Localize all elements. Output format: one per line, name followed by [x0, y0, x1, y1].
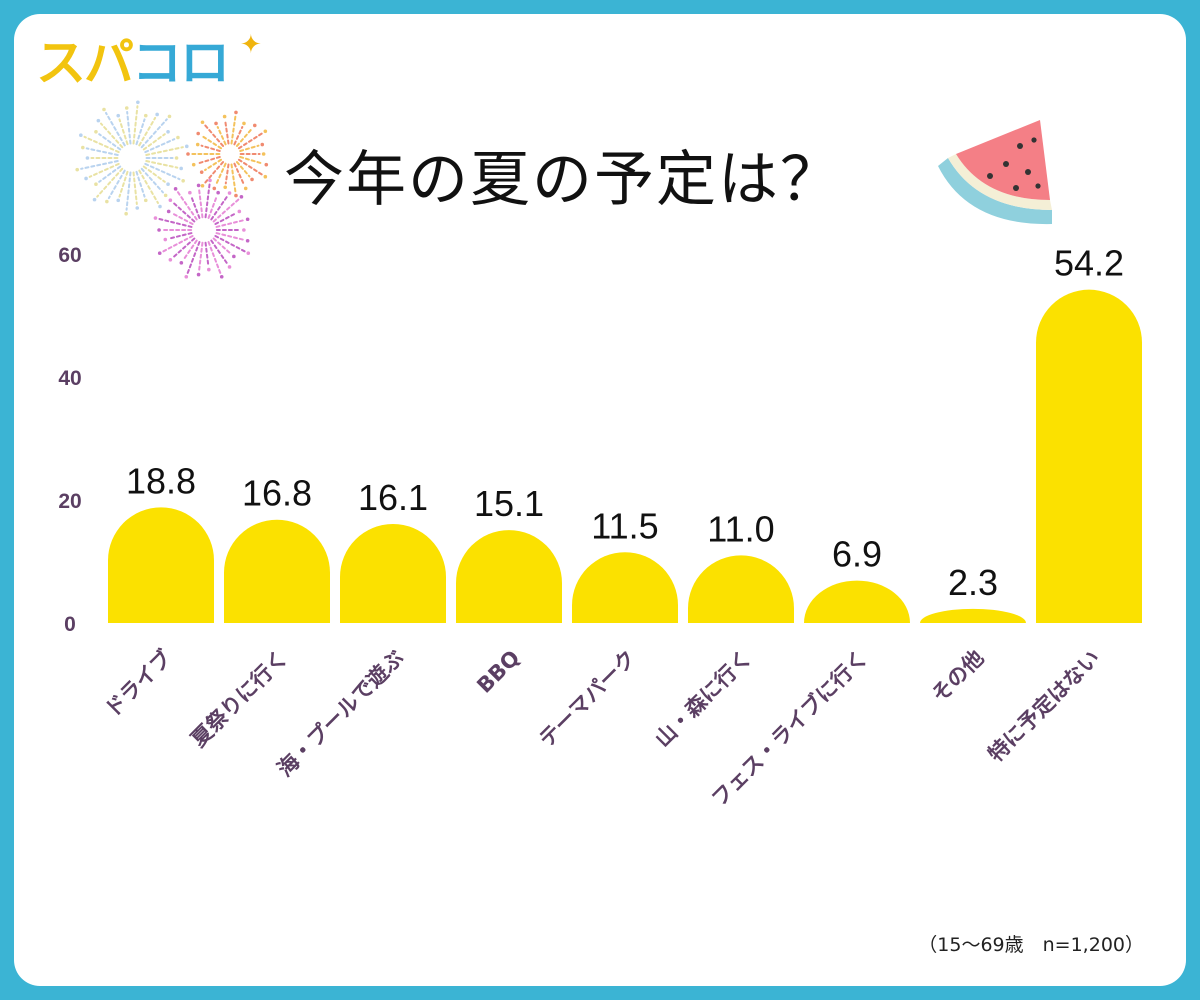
category-label: 山・森に行く [650, 646, 756, 752]
bar-value-label: 11.0 [707, 508, 774, 549]
bar-value-label: 15.1 [474, 483, 544, 524]
brand-logo: スパコロ [36, 38, 230, 88]
category-label: 特に予定はない [984, 646, 1105, 767]
bar-value-label: 16.1 [358, 477, 428, 518]
bar [920, 608, 1026, 623]
bar [572, 552, 678, 623]
category-label: BBQ [472, 646, 524, 698]
chart-title: 今年の夏の予定は？ [284, 145, 842, 215]
bar [456, 530, 562, 623]
y-tick-label: 20 [58, 490, 81, 513]
bar [688, 555, 794, 623]
watermelon-icon [938, 120, 1052, 225]
category-label: その他 [927, 646, 989, 708]
y-tick-label: 40 [58, 367, 81, 390]
bar-value-label: 54.2 [1054, 243, 1124, 284]
bar [224, 519, 330, 623]
y-tick-label: 0 [64, 613, 76, 636]
category-label: 海・プールで遊ぶ [273, 646, 409, 782]
sparkle-icon: ✦ [240, 30, 262, 60]
fireworks-icon [75, 100, 269, 279]
category-label: テーマパーク [534, 646, 640, 752]
bar-value-label: 11.5 [591, 505, 658, 546]
y-tick-label: 60 [58, 244, 81, 267]
category-label: ドライブ [100, 646, 176, 722]
bar-value-label: 18.8 [126, 460, 196, 501]
brand-logo-part2: コロ [132, 34, 230, 92]
bar [108, 507, 214, 623]
bar-value-label: 2.3 [948, 562, 998, 603]
bar-series [108, 289, 1142, 623]
brand-logo-part1: スパ [36, 34, 134, 92]
bar-value-label: 16.8 [242, 473, 312, 514]
category-label: 夏祭りに行く [186, 646, 292, 752]
bar [804, 580, 910, 623]
bar-value-label: 6.9 [832, 534, 882, 575]
bar [1036, 289, 1142, 623]
chart-card: スパコロ ✦ 今年の夏の予定は？ 0 20 40 60 18.8 16.8 16.1 15.… [14, 14, 1186, 986]
bar-chart: 0 20 40 60 18.8 16.8 16.1 15.1 11.5 11.0 6.9 2.3 54… [58, 243, 1142, 811]
data-labels: 18.8 16.8 16.1 15.1 11.5 11.0 6.9 2.3 54.2 [126, 243, 1124, 603]
sample-note: （15〜69歳 n=1,200） [918, 934, 1144, 956]
bar [340, 523, 447, 623]
y-axis-ticks: 0 20 40 60 [58, 244, 81, 636]
